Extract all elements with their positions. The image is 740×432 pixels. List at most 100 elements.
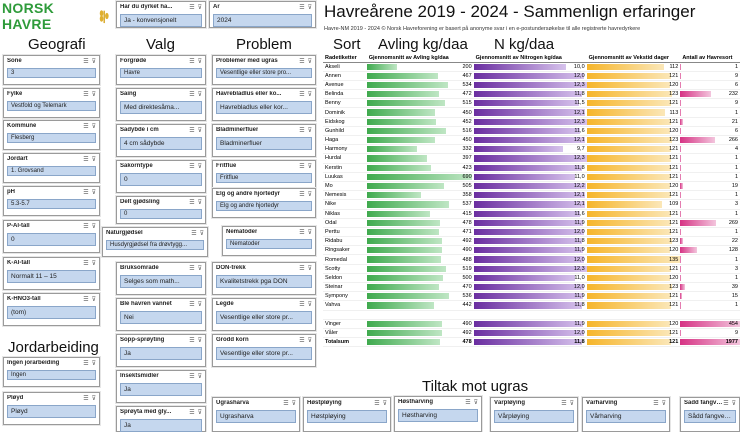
column-header[interactable]: Gjennomsnitt av Vekstid dager [586,54,681,63]
slicer-item[interactable]: 0 [7,233,96,246]
multi-select-icon[interactable]: ☰ [83,360,89,367]
multi-select-icon[interactable]: ☰ [561,400,567,407]
clear-filter-icon[interactable]: ⊽ [91,223,96,230]
slicer-item[interactable]: Vårpløying [494,410,574,423]
slicer-item[interactable]: Vårharving [586,410,666,423]
slicer-item[interactable]: Nei [120,311,202,324]
multi-select-icon[interactable]: ☰ [465,399,471,406]
slicer-item[interactable]: Sådd fangvekster... [684,410,736,423]
clear-filter-icon[interactable]: ⊽ [91,189,96,196]
slicer-item[interactable]: 2024 [213,14,312,27]
slicer-item[interactable]: 0 [120,209,202,219]
clear-filter-icon[interactable]: ⊽ [569,400,574,407]
multi-select-icon[interactable]: ☰ [299,337,305,344]
clear-filter-icon[interactable]: ⊽ [91,360,96,367]
clear-filter-icon[interactable]: ⊽ [197,127,202,134]
slicer-item[interactable]: Kvalitetstrekk pga DON [216,275,312,288]
multi-select-icon[interactable]: ☰ [189,199,195,206]
multi-select-icon[interactable]: ☰ [189,337,195,344]
multi-select-icon[interactable]: ☰ [83,260,89,267]
multi-select-icon[interactable]: ☰ [83,123,89,130]
clear-filter-icon[interactable]: ⊽ [291,400,296,407]
multi-select-icon[interactable]: ☰ [83,189,89,196]
slicer-item[interactable]: Fritflue [216,173,312,183]
column-header[interactable]: Gjennomsnitt av Avling kg/daa [366,54,474,63]
clear-filter-icon[interactable]: ⊽ [91,58,96,65]
slicer-item[interactable]: Høstpløying [307,410,387,423]
slicer-item[interactable]: 1. Grovsand [7,166,96,176]
slicer-item[interactable]: Selges som math... [120,275,202,288]
slicer-item[interactable]: Elg og andre hjortedyr [216,201,312,211]
multi-select-icon[interactable]: ☰ [83,296,89,303]
multi-select-icon[interactable]: ☰ [283,400,289,407]
clear-filter-icon[interactable]: ⊽ [197,409,202,416]
clear-filter-icon[interactable]: ⊽ [197,265,202,272]
slicer-item[interactable]: Bladminerfluer [216,137,312,150]
slicer-item[interactable]: Havre [120,68,202,78]
clear-filter-icon[interactable]: ⊽ [307,4,312,11]
multi-select-icon[interactable]: ☰ [83,156,89,163]
clear-filter-icon[interactable]: ⊽ [197,337,202,344]
multi-select-icon[interactable]: ☰ [189,163,195,170]
multi-select-icon[interactable]: ☰ [83,91,89,98]
clear-filter-icon[interactable]: ⊽ [307,58,312,65]
slicer-item[interactable]: 0 [120,173,202,186]
multi-select-icon[interactable]: ☰ [83,395,89,402]
slicer-item[interactable]: Ja - konvensjonelt [120,14,202,27]
multi-select-icon[interactable]: ☰ [299,191,305,198]
clear-filter-icon[interactable]: ⊽ [91,260,96,267]
clear-filter-icon[interactable]: ⊽ [307,163,312,170]
slicer-item[interactable]: 5.3-5.7 [7,199,96,209]
clear-filter-icon[interactable]: ⊽ [307,301,312,308]
clear-filter-icon[interactable]: ⊽ [197,58,202,65]
slicer-item[interactable]: Vesentlige eller store pro... [216,68,312,78]
clear-filter-icon[interactable]: ⊽ [197,301,202,308]
clear-filter-icon[interactable]: ⊽ [197,199,202,206]
multi-select-icon[interactable]: ☰ [299,91,305,98]
slicer-item[interactable]: 4 cm sådybde [120,137,202,150]
multi-select-icon[interactable]: ☰ [299,163,305,170]
multi-select-icon[interactable]: ☰ [189,409,195,416]
slicer-item[interactable]: Vesentlige eller store pr... [216,347,312,360]
clear-filter-icon[interactable]: ⊽ [661,400,666,407]
multi-select-icon[interactable]: ☰ [299,265,305,272]
clear-filter-icon[interactable]: ⊽ [307,337,312,344]
multi-select-icon[interactable]: ☰ [299,229,305,236]
clear-filter-icon[interactable]: ⊽ [307,127,312,134]
slicer-item[interactable]: Vestfold og Telemark [7,101,96,111]
multi-select-icon[interactable]: ☰ [299,58,305,65]
slicer-item[interactable]: Vesentlige eller store pr... [216,311,312,324]
multi-select-icon[interactable]: ☰ [83,58,89,65]
slicer-item[interactable]: Havrebladlus eller kor... [216,101,312,114]
multi-select-icon[interactable]: ☰ [189,91,195,98]
slicer-item[interactable]: (tom) [7,306,96,319]
multi-select-icon[interactable]: ☰ [189,127,195,134]
multi-select-icon[interactable]: ☰ [723,400,729,407]
multi-select-icon[interactable]: ☰ [299,127,305,134]
column-header[interactable]: Radetiketter [323,54,367,63]
slicer-item[interactable]: Nematoder [226,239,312,249]
multi-select-icon[interactable]: ☰ [189,58,195,65]
slicer-item[interactable]: Med direktesåma... [120,101,202,114]
clear-filter-icon[interactable]: ⊽ [382,400,387,407]
clear-filter-icon[interactable]: ⊽ [197,91,202,98]
clear-filter-icon[interactable]: ⊽ [91,156,96,163]
slicer-item[interactable]: Pløyd [7,405,96,418]
clear-filter-icon[interactable]: ⊽ [197,4,202,11]
column-header[interactable]: Gjennomsnitt av Nitrogen kg/daa [473,54,587,63]
slicer-item[interactable]: Husdyrgjødsel fra drøvtygg... [106,240,204,250]
slicer-item[interactable]: Ugrasharva [216,410,296,423]
multi-select-icon[interactable]: ☰ [189,301,195,308]
multi-select-icon[interactable]: ☰ [653,400,659,407]
multi-select-icon[interactable]: ☰ [299,301,305,308]
multi-select-icon[interactable]: ☰ [189,4,195,11]
clear-filter-icon[interactable]: ⊽ [307,229,312,236]
multi-select-icon[interactable]: ☰ [374,400,380,407]
slicer-item[interactable]: Ingen [7,370,96,380]
column-header[interactable]: Antall av Havresort [680,54,740,63]
slicer-item[interactable]: Ja [120,383,202,396]
clear-filter-icon[interactable]: ⊽ [91,296,96,303]
clear-filter-icon[interactable]: ⊽ [307,91,312,98]
clear-filter-icon[interactable]: ⊽ [307,191,312,198]
multi-select-icon[interactable]: ☰ [83,223,89,230]
